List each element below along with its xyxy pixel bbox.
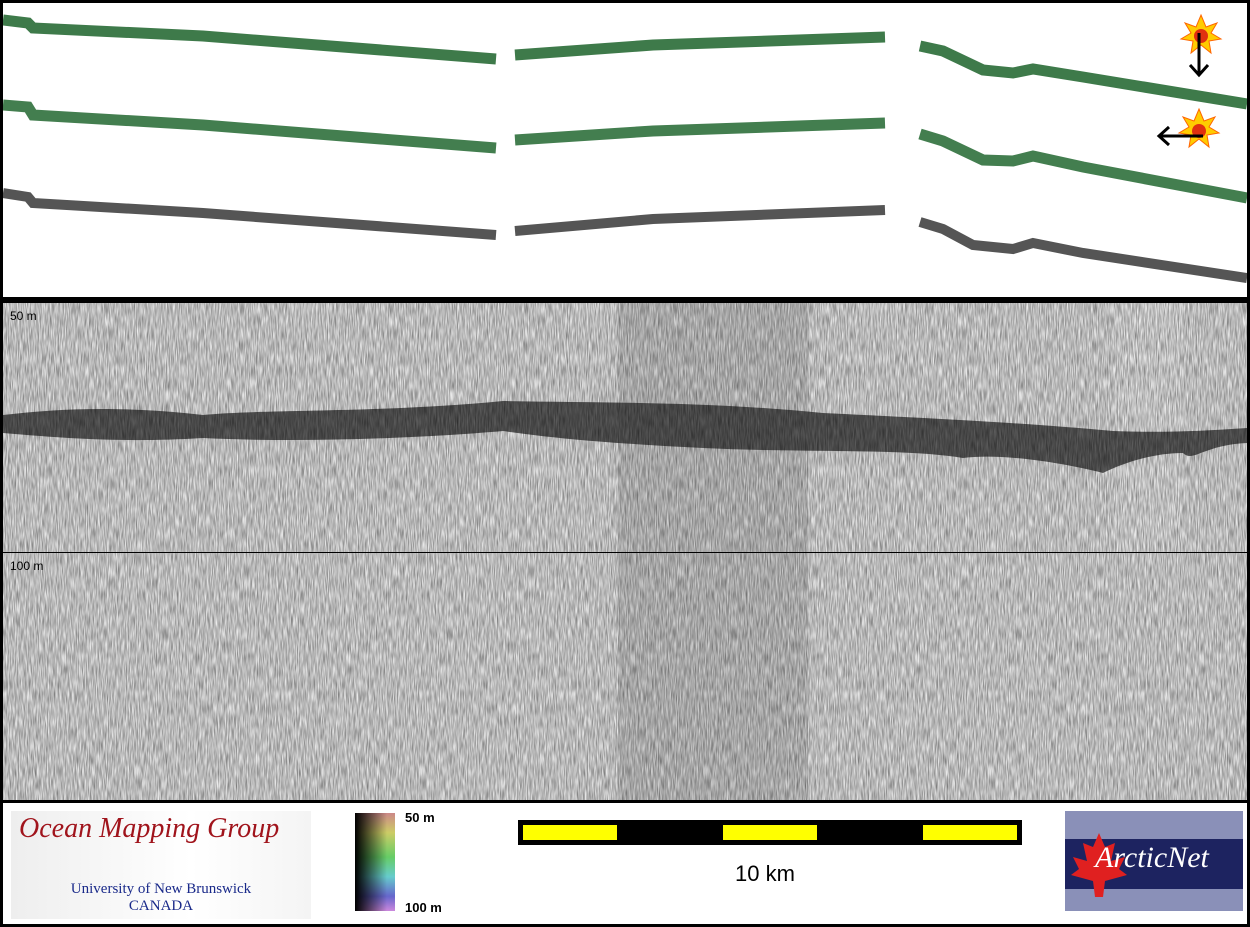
track-map-panel: [3, 3, 1247, 297]
track-segment: [3, 188, 497, 240]
scale-bar: [518, 820, 1022, 845]
sun-arrow-left-icon: [1156, 107, 1221, 149]
sub-bottom-profile: [3, 303, 1247, 800]
track-segment: [918, 217, 1247, 283]
ocean-mapping-group-logo: Ocean Mapping Group University of New Br…: [11, 811, 311, 919]
depth-gridline-100m: [3, 552, 1247, 553]
logo-title: Ocean Mapping Group: [19, 813, 280, 844]
arcticnet-name: ArcticNet: [1095, 841, 1209, 874]
colorbar-bottom-label: 100 m: [405, 900, 442, 915]
gray-tracks-row-3: [3, 188, 1247, 283]
depth-colorbar: [355, 813, 395, 911]
colorbar-top-label: 50 m: [405, 810, 435, 825]
maple-leaf-icon: [1071, 833, 1127, 897]
track-segment: [918, 128, 1247, 204]
track-segment: [514, 31, 886, 61]
track-segment: [3, 14, 497, 65]
scale-segment: [923, 825, 1017, 840]
logo-country: CANADA: [128, 898, 194, 914]
logo-university: University of New Brunswick: [70, 881, 252, 897]
depth-label-50m: 50 m: [10, 309, 37, 323]
track-segment: [514, 205, 886, 236]
scale-segment: [723, 825, 817, 840]
track-segment: [918, 40, 1247, 110]
arcticnet-logo: ArcticNet: [1065, 811, 1243, 911]
track-segment: [514, 117, 886, 146]
legend-panel: Ocean Mapping Group University of New Br…: [3, 803, 1247, 924]
green-tracks-row-1: [3, 14, 1247, 110]
scale-bar-label: 10 km: [735, 861, 795, 886]
depth-label-100m: 100 m: [10, 559, 44, 573]
green-tracks-row-2: [3, 99, 1247, 204]
track-segment: [3, 99, 497, 154]
scale-segment: [523, 825, 617, 840]
track-map: [3, 13, 1247, 283]
sub-bottom-profile-panel: 50 m 100 m: [3, 303, 1247, 800]
sun-arrow-down-icon: [1179, 13, 1223, 78]
